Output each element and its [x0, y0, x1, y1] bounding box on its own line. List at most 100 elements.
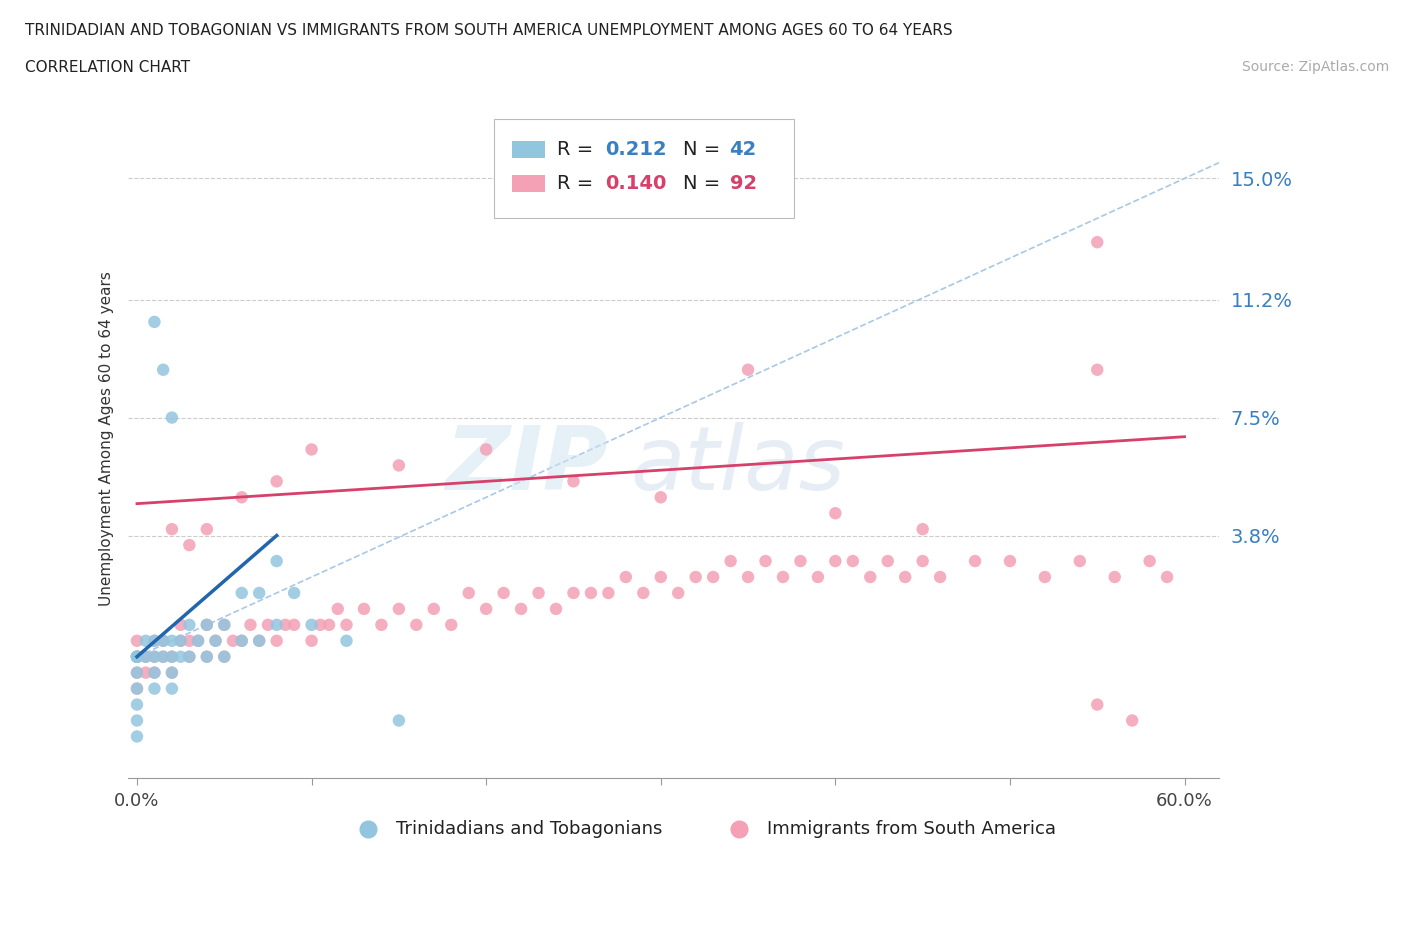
Point — [247, 586, 270, 601]
Point — [301, 618, 323, 632]
FancyBboxPatch shape — [494, 119, 794, 218]
Point — [544, 602, 567, 617]
Point — [125, 649, 148, 664]
Point — [370, 618, 392, 632]
Point — [135, 649, 157, 664]
Point — [614, 569, 637, 584]
Point — [125, 649, 148, 664]
Point — [318, 618, 340, 632]
Point — [152, 633, 174, 648]
Text: N =: N = — [682, 174, 725, 193]
Point — [195, 618, 218, 632]
Point — [998, 553, 1021, 568]
Point — [859, 569, 882, 584]
Point — [1104, 569, 1126, 584]
Text: atlas: atlas — [630, 422, 845, 509]
Point — [160, 681, 183, 696]
Point — [1069, 553, 1091, 568]
Point — [772, 569, 794, 584]
Point — [492, 586, 515, 601]
Point — [1085, 234, 1108, 249]
Point — [309, 618, 332, 632]
Point — [598, 586, 620, 601]
Point — [143, 649, 166, 664]
Point — [239, 618, 262, 632]
Point — [160, 522, 183, 537]
Point — [179, 538, 201, 552]
Text: 0.212: 0.212 — [605, 140, 666, 159]
Point — [720, 203, 742, 218]
Point — [125, 649, 148, 664]
Point — [135, 665, 157, 680]
Point — [231, 490, 253, 505]
Point — [1156, 569, 1178, 584]
Point — [807, 569, 830, 584]
Point — [125, 729, 148, 744]
Point — [125, 665, 148, 680]
Point — [125, 681, 148, 696]
Text: R =: R = — [557, 174, 599, 193]
Point — [440, 618, 463, 632]
Point — [152, 633, 174, 648]
Point — [195, 649, 218, 664]
Point — [152, 363, 174, 378]
Point — [195, 522, 218, 537]
Text: CORRELATION CHART: CORRELATION CHART — [25, 60, 190, 75]
Point — [929, 569, 952, 584]
Point — [388, 602, 411, 617]
Point — [911, 522, 934, 537]
Point — [143, 665, 166, 680]
Point — [247, 633, 270, 648]
Point — [195, 618, 218, 632]
Point — [143, 633, 166, 648]
Point — [824, 553, 846, 568]
Point — [125, 633, 148, 648]
Point — [222, 633, 245, 648]
Point — [160, 410, 183, 425]
Point — [204, 633, 226, 648]
Point — [135, 633, 157, 648]
Point — [527, 586, 550, 601]
Point — [160, 665, 183, 680]
Point — [169, 633, 191, 648]
Point — [1033, 569, 1056, 584]
Point — [266, 474, 288, 489]
Text: N =: N = — [682, 140, 725, 159]
Point — [125, 713, 148, 728]
Point — [405, 618, 427, 632]
Point — [125, 665, 148, 680]
Point — [160, 649, 183, 664]
Point — [179, 633, 201, 648]
Point — [475, 442, 498, 457]
Text: Immigrants from South America: Immigrants from South America — [766, 820, 1056, 838]
Point — [169, 633, 191, 648]
Point — [231, 633, 253, 648]
Point — [876, 553, 898, 568]
Point — [231, 586, 253, 601]
Point — [204, 633, 226, 648]
Text: 0.140: 0.140 — [605, 174, 666, 193]
Y-axis label: Unemployment Among Ages 60 to 64 years: Unemployment Among Ages 60 to 64 years — [100, 271, 114, 605]
FancyBboxPatch shape — [512, 141, 546, 158]
Point — [685, 569, 707, 584]
Point — [266, 633, 288, 648]
Text: 92: 92 — [730, 174, 756, 193]
Point — [754, 553, 776, 568]
Point — [650, 490, 672, 505]
Point — [562, 474, 585, 489]
Point — [266, 553, 288, 568]
Point — [187, 633, 209, 648]
Point — [963, 553, 986, 568]
Point — [666, 586, 689, 601]
Point — [231, 633, 253, 648]
Point — [152, 649, 174, 664]
Point — [266, 618, 288, 632]
Point — [214, 649, 236, 664]
Point — [702, 569, 724, 584]
Point — [179, 649, 201, 664]
Point — [125, 649, 148, 664]
Point — [152, 649, 174, 664]
Point — [187, 633, 209, 648]
Point — [562, 586, 585, 601]
Point — [824, 506, 846, 521]
